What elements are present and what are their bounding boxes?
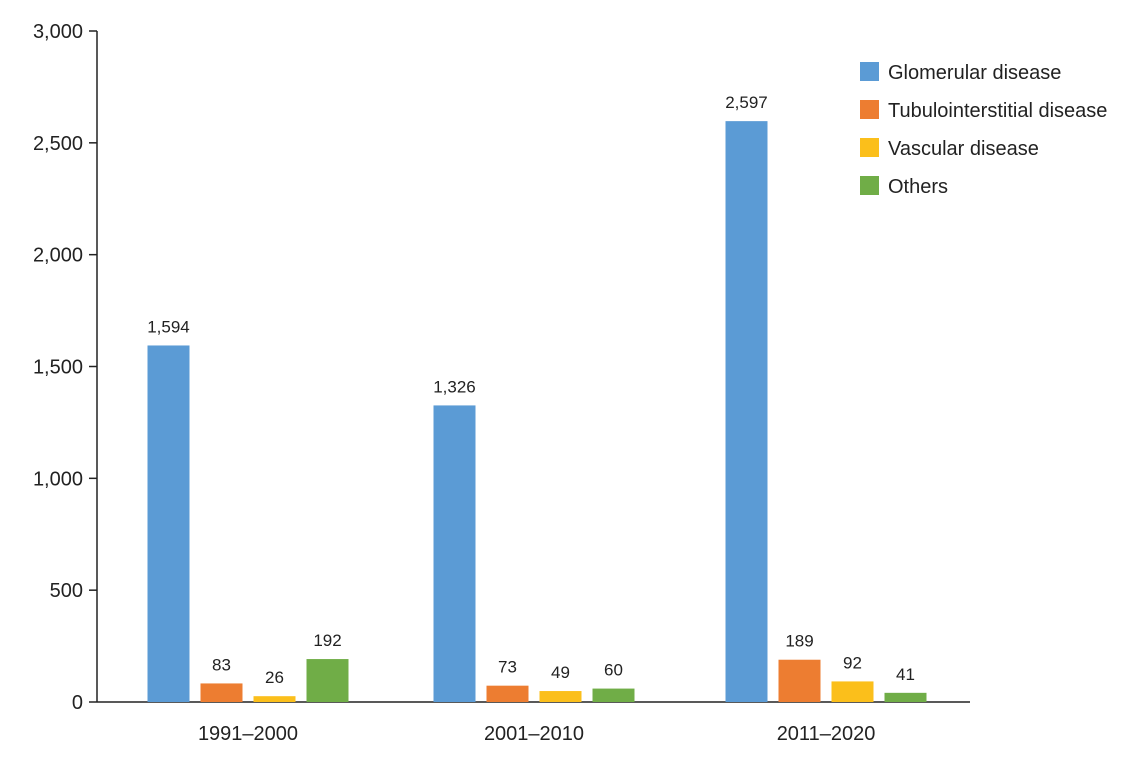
data-label: 2,597 [725,93,768,112]
bar-others [592,688,635,702]
y-tick-label: 0 [72,692,83,714]
legend-label: Vascular disease [888,138,1039,160]
bar-glomerular-disease [725,121,768,702]
legend: Glomerular disease Tubulointerstitial dis… [860,62,1107,198]
axes: 0 500 1,000 1,500 2,000 2,500 3,000 1991–2000 20… [33,21,970,745]
data-label: 41 [896,665,915,684]
bar-others [884,692,927,702]
legend-swatch [860,176,879,195]
y-tick-label: 2,000 [33,245,83,267]
data-label: 192 [313,631,341,650]
data-label: 1,594 [147,317,190,336]
data-label: 49 [551,663,570,682]
data-label: 189 [785,632,813,651]
legend-label: Tubulointerstitial disease [888,100,1107,122]
bar-tubulointerstitial-disease [778,659,821,702]
y-tick-label: 1,000 [33,468,83,490]
bar-others [306,659,349,702]
bar-glomerular-disease [147,345,190,702]
bars [147,121,927,702]
y-tick-label: 500 [50,580,83,602]
bar-vascular-disease [253,696,296,702]
y-tick-label: 1,500 [33,357,83,379]
x-category-label: 2011–2020 [777,723,876,745]
y-tick-label: 3,000 [33,21,83,43]
y-tick-label: 2,500 [33,133,83,155]
x-category-label: 2001–2010 [484,723,584,745]
data-label: 26 [265,668,284,687]
data-label: 60 [604,661,623,680]
legend-label: Others [888,176,948,198]
data-label: 1,326 [433,377,476,396]
bar-vascular-disease [831,681,874,702]
legend-swatch [860,100,879,119]
x-category-label: 1991–2000 [198,723,298,745]
data-labels: 1,594 83 26 192 1,326 73 49 60 2,597 189 92 41 [147,93,915,687]
data-label: 83 [212,655,231,674]
bar-glomerular-disease [433,405,476,702]
legend-swatch [860,138,879,157]
bar-vascular-disease [539,691,582,702]
data-label: 92 [843,653,862,672]
data-label: 73 [498,658,517,677]
bar-tubulointerstitial-disease [200,683,243,702]
legend-swatch [860,62,879,81]
legend-label: Glomerular disease [888,62,1061,84]
bar-tubulointerstitial-disease [486,685,529,702]
